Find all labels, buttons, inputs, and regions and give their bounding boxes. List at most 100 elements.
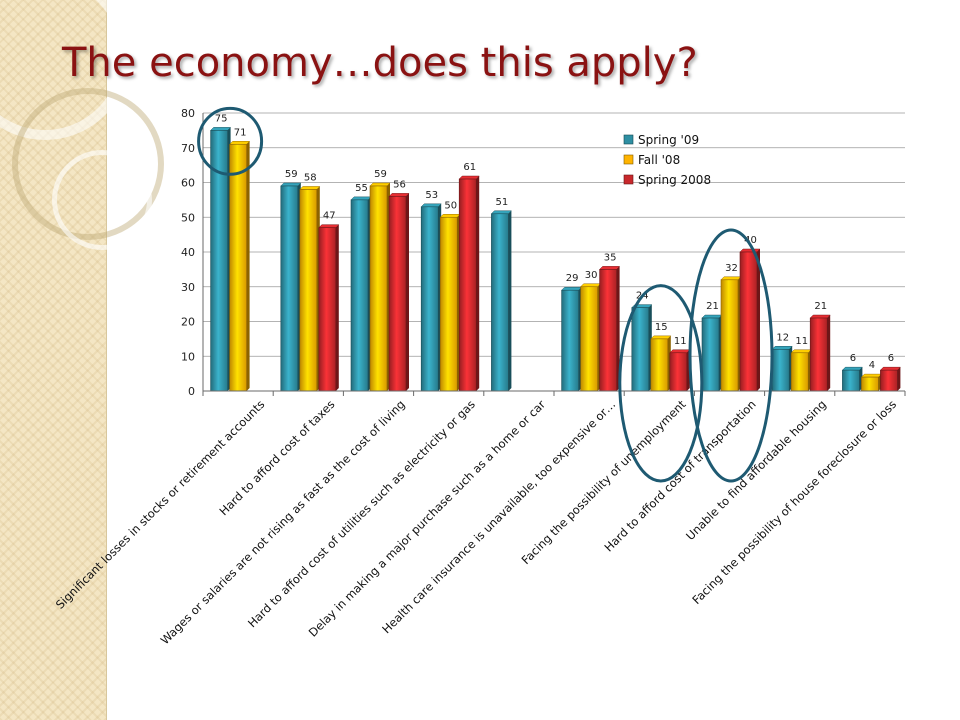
bar-top-face [720,276,742,281]
slide-title: The economy…does this apply? [62,40,698,86]
data-label: 59 [285,169,298,180]
bar [458,178,477,392]
bar [318,227,337,392]
highlight-oval [197,106,264,176]
legend-swatch [623,134,634,145]
bar-top-face [879,366,902,371]
data-label: 29 [566,273,579,284]
y-tick-label: 0 [188,385,195,398]
bar [701,317,720,392]
bar-side-face [757,249,760,391]
data-label: 11 [795,336,808,347]
bar [229,143,247,392]
highlight-oval [618,284,704,483]
bar [650,338,669,392]
x-category-label: Health care insurance is unavailable, to… [379,397,618,636]
decorative-side-strip [0,0,107,720]
bar-top-face [350,196,372,201]
highlight-ovals [197,106,774,483]
legend-label: Fall '08 [638,153,680,167]
data-label: 21 [814,301,827,312]
data-label: 51 [496,197,509,208]
x-category-label: Delay in making a major purchase such as… [306,397,549,640]
bar-top-face [739,248,761,253]
bar [631,307,650,392]
bar [599,269,617,392]
data-label: 6 [888,353,894,364]
bar [790,352,809,392]
bar-top-face [771,346,793,350]
bar-top-face [579,283,602,287]
legend-swatch [623,174,634,185]
bar [809,317,828,392]
bar-top-face [439,214,461,218]
bar-top-face [701,314,723,319]
bar [739,251,758,392]
data-label: 53 [425,190,438,201]
bar [280,185,299,392]
bar-side-face [335,224,339,391]
y-tick-label: 70 [181,142,195,155]
y-tick-label: 80 [181,107,195,120]
bar-side-face [616,266,620,391]
bar [388,196,407,392]
bar-top-face [650,335,672,340]
bar-top-face [490,210,513,215]
bar [880,369,898,392]
data-label: 35 [604,252,617,263]
data-label: 58 [304,172,317,183]
data-label: 11 [674,336,687,347]
data-label: 6 [850,353,856,364]
data-label: 47 [323,211,336,222]
y-tick-label: 20 [181,316,195,329]
bar-side-face [476,176,480,391]
data-label: 32 [725,263,738,274]
bar-side-face [827,315,831,391]
bar [580,286,598,392]
bar-side-face [897,367,901,391]
bar [439,216,458,392]
x-category-label: Hard to afford cost of utilities such as… [245,397,478,630]
bar-side-face [246,141,250,391]
y-tick-label: 30 [181,281,195,294]
bar-top-face [458,175,480,180]
data-label: 71 [234,127,247,138]
data-label: 12 [776,332,789,343]
data-label: 55 [355,183,368,194]
bar-top-face [420,203,442,208]
bar-top-face [860,373,883,378]
data-label: 4 [869,360,875,371]
data-label: 75 [215,113,228,124]
bar-side-face [508,210,512,391]
y-tick-label: 10 [181,350,195,363]
bar-top-face [809,314,831,319]
bar-top-face [598,266,621,270]
bar-top-face [841,366,864,371]
y-tick-label: 50 [181,211,195,224]
bar-top-face [299,186,321,190]
bar-top-face [790,349,812,354]
legend-swatch [623,154,634,165]
bar [299,189,318,392]
bar-top-face [318,224,340,228]
bar-top-face [669,349,691,354]
data-label: 21 [706,301,719,312]
bar-top-face [228,141,251,145]
data-label: 30 [585,270,598,281]
bar-top-face [280,182,302,187]
x-category-label: Hard to afford cost of taxes [216,397,337,518]
highlight-oval [688,228,774,483]
data-label: 56 [393,179,406,190]
legend: Spring '09 Fall '08 Spring 2008 [623,133,711,187]
bar-top-face [560,286,583,291]
bar-top-face [369,182,391,187]
data-label: 50 [444,200,457,211]
legend-label: Spring '09 [638,133,699,147]
bar [491,213,509,392]
bar-top-face [388,193,410,197]
bar [669,352,688,392]
bar-top-face [209,127,232,131]
bar [561,289,579,392]
